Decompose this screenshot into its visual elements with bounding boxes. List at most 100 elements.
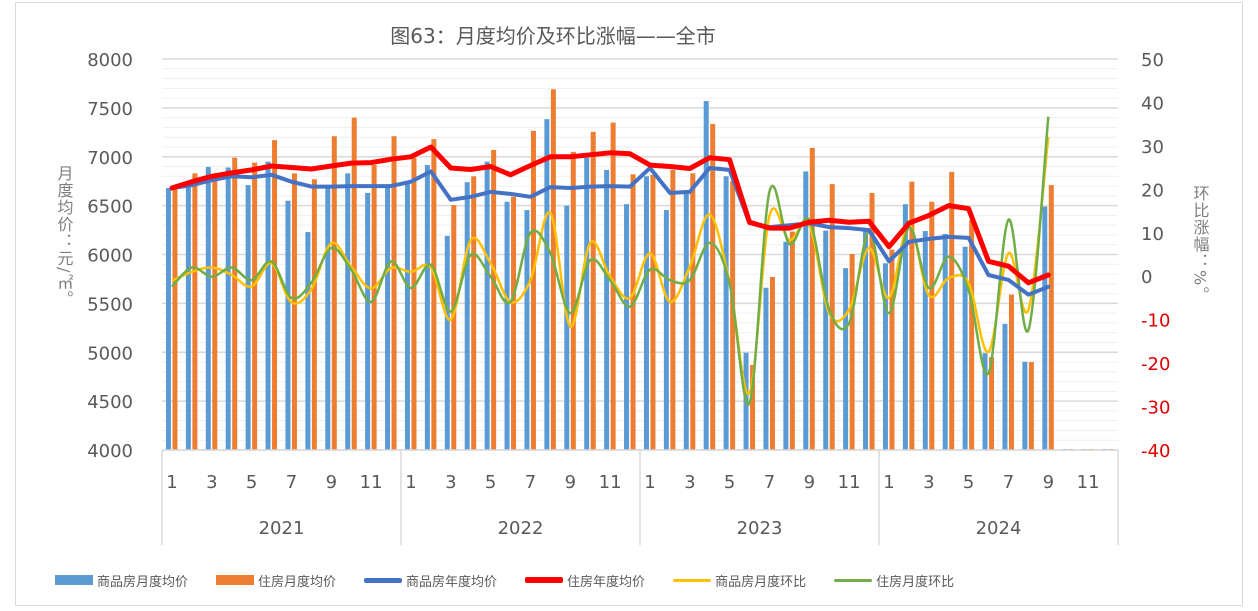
month-tick-label: 5 [724, 472, 735, 493]
month-tick-label: 7 [1003, 472, 1014, 493]
bar-housing-monthly [849, 254, 855, 450]
bar-housing-monthly [311, 179, 317, 451]
chart-title: 图63：月度均价及环比涨幅——全市 [390, 24, 715, 48]
month-tick-label: 9 [565, 472, 576, 493]
month-tick-label: 1 [166, 472, 177, 493]
month-tick-label: 5 [246, 472, 257, 493]
legend-label: 住房月度均价 [258, 574, 337, 590]
y2-tick-label: -20 [1141, 354, 1170, 375]
bar-commercial-monthly [902, 204, 908, 450]
bar-commercial-monthly [404, 181, 410, 450]
month-tick-label: 11 [599, 472, 622, 493]
bar-housing-monthly [511, 196, 517, 450]
bar-housing-monthly [431, 139, 437, 450]
bar-commercial-monthly [165, 188, 171, 450]
year-label: 2021 [259, 518, 305, 539]
y-tick-label: 8000 [87, 50, 133, 71]
bar-housing-monthly [491, 149, 497, 450]
bar-housing-monthly [1008, 294, 1014, 450]
y2-tick-label: 0 [1141, 267, 1152, 288]
bar-housing-monthly [471, 176, 477, 451]
bar-commercial-monthly [464, 182, 470, 451]
month-tick-label: 3 [684, 472, 695, 493]
bar-commercial-monthly [205, 167, 211, 451]
bar-commercial-monthly [504, 201, 510, 450]
bar-housing-monthly [1048, 185, 1054, 450]
legend-item-housing-mom: 住房月度环比 [834, 571, 954, 590]
bar-housing-monthly [351, 117, 357, 451]
bar-housing-monthly [411, 157, 417, 451]
y2-tick-label: 10 [1141, 224, 1164, 245]
y-tick-label: 4000 [87, 441, 133, 462]
bar-housing-monthly [232, 157, 238, 451]
bar-housing-monthly [1028, 362, 1034, 450]
legend-swatch [673, 578, 712, 582]
bar-housing-monthly [590, 131, 596, 451]
bar-housing-monthly [989, 357, 995, 450]
bar-housing-monthly [331, 136, 337, 450]
bar-housing-monthly [451, 205, 457, 450]
bar-commercial-monthly [922, 231, 928, 450]
bar-housing-monthly [192, 173, 198, 450]
bar-housing-monthly [172, 188, 178, 450]
month-tick-label: 7 [764, 472, 775, 493]
bar-housing-monthly [212, 173, 218, 450]
y-tick-label: 6500 [87, 197, 133, 218]
legend-item-commercial-monthly: 商品房月度均价 [55, 571, 188, 590]
bar-commercial-monthly [285, 200, 291, 450]
bar-housing-monthly [889, 249, 895, 450]
bar-commercial-monthly [1022, 361, 1028, 450]
y2-tick-label: -40 [1141, 441, 1170, 462]
bar-commercial-monthly [783, 241, 789, 450]
line-commercial-yearly [170, 166, 1051, 297]
year-label: 2023 [737, 518, 783, 539]
line-housing-mom [171, 116, 1050, 406]
bar-housing-monthly [869, 192, 875, 451]
month-tick-label: 1 [644, 472, 655, 493]
y-tick-label: 5500 [87, 294, 133, 315]
y-tick-label: 7500 [87, 99, 133, 120]
bar-commercial-monthly [962, 246, 968, 450]
legend-item-commercial-yearly: 商品房年度均价 [364, 571, 497, 590]
legend-swatch [525, 577, 564, 583]
legend-item-commercial-mom: 商品房月度环比 [673, 571, 806, 590]
bar-housing-monthly [391, 136, 397, 450]
month-tick-label: 7 [286, 472, 297, 493]
bar-commercial-monthly [1042, 206, 1048, 450]
bar-commercial-monthly [663, 210, 669, 450]
legend-label: 住房月度环比 [876, 574, 955, 590]
month-tick-label: 1 [883, 472, 894, 493]
bar-commercial-monthly [882, 263, 888, 450]
legend-swatch [834, 578, 873, 582]
bar-commercial-monthly [544, 119, 550, 451]
month-tick-label: 9 [1043, 472, 1054, 493]
bar-housing-monthly [650, 174, 656, 451]
line-housing-yearly [169, 144, 1051, 286]
y2-axis-title: 环比涨幅：%。 [1191, 185, 1210, 303]
legend: 商品房月度均价 住房月度均价 商品房年度均价 住房年度均价 商品房月度环比 住房… [55, 570, 1245, 590]
bar-housing-monthly [909, 181, 915, 450]
bar-commercial-monthly [385, 186, 391, 450]
bar-commercial-monthly [703, 101, 709, 450]
bar-housing-monthly [630, 174, 636, 450]
bar-commercial-monthly [942, 233, 948, 450]
month-tick-label: 9 [804, 472, 815, 493]
bar-housing-monthly [371, 165, 377, 450]
year-label: 2022 [498, 518, 544, 539]
bar-commercial-monthly [584, 157, 590, 451]
bar-commercial-monthly [564, 205, 570, 450]
y-axis-title: 月度均价：元/㎡。 [55, 165, 74, 307]
y2-tick-label: 20 [1141, 180, 1164, 201]
bar-commercial-monthly [863, 230, 869, 450]
bar-commercial-monthly [1002, 323, 1008, 450]
y-tick-label: 4500 [87, 392, 133, 413]
bar-commercial-monthly [524, 210, 530, 450]
month-tick-label: 5 [963, 472, 974, 493]
bar-commercial-monthly [265, 161, 271, 450]
bar-housing-monthly [750, 364, 756, 450]
y2-tick-label: -30 [1141, 398, 1170, 419]
bar-commercial-monthly [982, 353, 988, 450]
bar-housing-monthly [929, 201, 935, 450]
bar-commercial-monthly [723, 176, 729, 451]
